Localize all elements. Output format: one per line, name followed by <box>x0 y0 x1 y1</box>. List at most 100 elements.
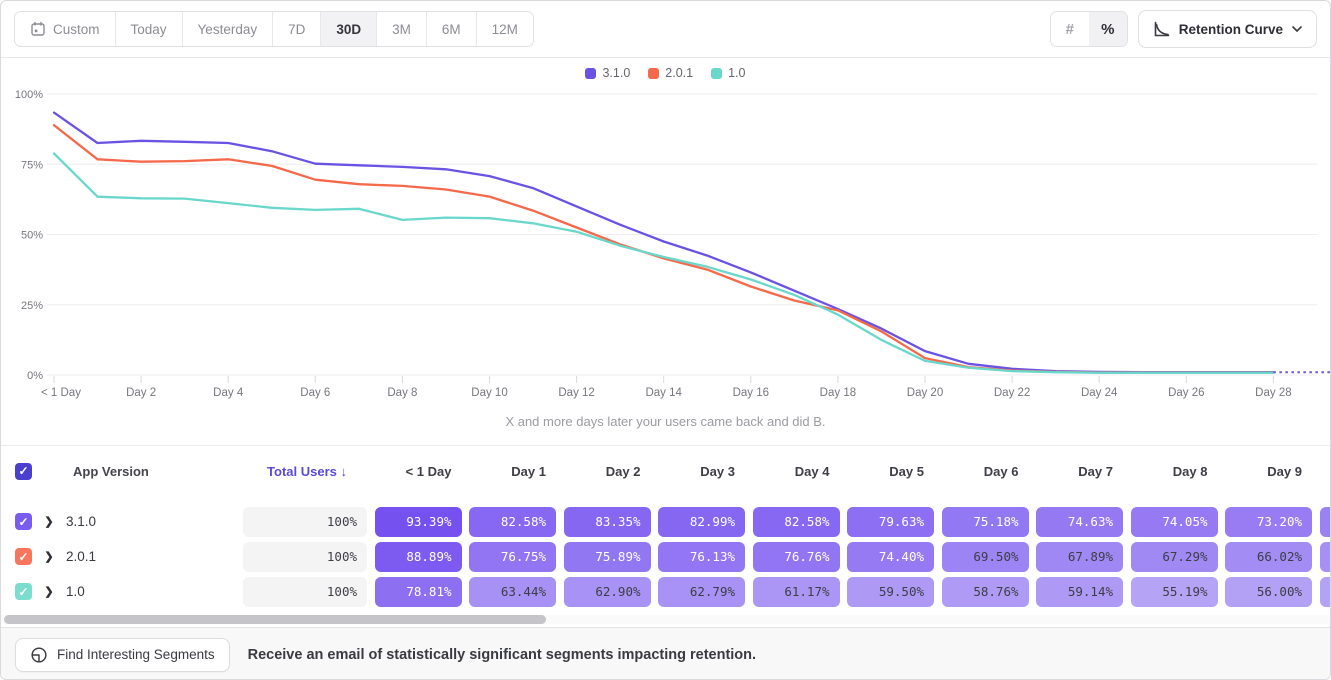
retention-cell: 74.63% <box>1036 506 1123 537</box>
chart-type-label: Retention Curve <box>1178 21 1283 37</box>
column-header-day-2: Day 2 <box>605 463 641 479</box>
retention-cell: 82.58% <box>469 506 556 537</box>
retention-cell: 55.19% <box>1130 576 1218 607</box>
row-checkbox-3.1.0[interactable]: ✓ <box>15 513 32 530</box>
retention-cell: 78.81% <box>374 576 462 607</box>
legend-item-3.1.0: 3.1.0 <box>585 66 630 80</box>
footer-message: Receive an email of statistically signif… <box>247 646 757 663</box>
retention-cell: 62.79% <box>658 576 745 607</box>
retention-cell: 67.29% <box>1130 541 1218 572</box>
date-range-7d[interactable]: 7D <box>273 12 322 46</box>
chart-subtitle: X and more days later your users came ba… <box>505 414 826 429</box>
line-series-3.1.0 <box>52 111 1275 374</box>
total-users-value: 100% <box>243 541 367 572</box>
column-header-day-5: Day 5 <box>889 463 924 479</box>
table-header-row: ✓ App Version Total Users ↓ < 1 Day Day 1… <box>1 446 1330 490</box>
row-label-2.0.1: 2.0.1 <box>66 549 97 564</box>
date-range-label: Custom <box>53 21 100 37</box>
column-header-total-users[interactable]: Total Users ↓ <box>267 463 347 479</box>
row-cells: 93.39% 82.58% 83.35% 82.99% 82.58% 79.63% 75.1… <box>367 506 1330 537</box>
chart-section: 3.1.0 2.0.1 1.0 0% 25% 50% 75% 100% < 1 Day Day … <box>1 58 1330 445</box>
retention-cell-clipped: 71.00% <box>1319 506 1330 537</box>
retention-cell: 93.39% <box>374 506 462 537</box>
y-axis-label: 75% <box>21 159 43 171</box>
date-range-6m[interactable]: 6M <box>426 12 477 46</box>
retention-cell: 63.44% <box>469 576 556 607</box>
row-left-3.1.0: ✓ ❯ 3.1.0 <box>1 513 243 530</box>
row-expand-chevron[interactable]: ❯ <box>44 586 54 598</box>
chart-legend: 3.1.0 2.0.1 1.0 <box>1 66 1330 80</box>
date-range-12m[interactable]: 12M <box>476 12 533 46</box>
column-header-day-9: Day 9 <box>1267 463 1302 479</box>
x-axis-label: Day 20 <box>907 387 943 399</box>
row-expand-chevron[interactable]: ❯ <box>44 551 54 563</box>
date-range-label: Yesterday <box>197 21 258 37</box>
row-expand-chevron[interactable]: ❯ <box>44 516 54 528</box>
x-axis-label: < 1 Day <box>41 387 81 399</box>
retention-curve-icon <box>1154 21 1170 36</box>
retention-cell-clipped: 64.00% <box>1319 541 1330 572</box>
date-range-label: 12M <box>491 21 518 37</box>
x-axis-label: Day 8 <box>387 387 417 399</box>
retention-cell: 76.75% <box>469 541 556 572</box>
format-count-button[interactable]: # <box>1050 12 1089 46</box>
retention-cell: 75.89% <box>563 541 651 572</box>
find-interesting-segments-button[interactable]: Find Interesting Segments <box>15 637 230 672</box>
date-range-label: 7D <box>288 21 306 37</box>
row-checkbox-2.0.1[interactable]: ✓ <box>15 548 32 565</box>
retention-cell: 62.90% <box>563 576 651 607</box>
x-axis-label: Day 26 <box>1168 387 1204 399</box>
retention-cell: 56.00% <box>1225 576 1312 607</box>
column-header-app-version: App Version <box>73 463 149 479</box>
date-range-today[interactable]: Today <box>115 12 183 46</box>
date-range-30d[interactable]: 30D <box>321 12 378 46</box>
column-header-day-8: Day 8 <box>1172 463 1208 479</box>
legend-item-1.0: 1.0 <box>711 66 746 80</box>
table-body: ✓ ❯ 3.1.0 100% 93.39% 82.58% 83.35% 82.99% 82.58… <box>1 490 1330 609</box>
row-left-2.0.1: ✓ ❯ 2.0.1 <box>1 548 243 565</box>
x-axis-label: Day 24 <box>1081 387 1118 399</box>
row-checkbox-1.0[interactable]: ✓ <box>15 583 32 600</box>
chevron-down-icon <box>1292 26 1302 32</box>
date-range-label: 30D <box>336 21 362 37</box>
date-range-custom[interactable]: Custom <box>15 12 116 46</box>
horizontal-scrollbar <box>1 613 1330 627</box>
retention-cell: 75.18% <box>941 506 1029 537</box>
table-row-2.0.1: ✓ ❯ 2.0.1 100% 88.89% 76.75% 75.89% 76.13% 76.76… <box>1 539 1330 574</box>
date-range-selector: Custom Today Yesterday 7D 30D 3M 6M 12M <box>14 11 534 47</box>
retention-cell: 82.58% <box>752 506 840 537</box>
footer-bar: Find Interesting Segments Receive an ema… <box>1 627 1330 679</box>
format-percent-button[interactable]: % <box>1088 12 1127 46</box>
retention-cell: 61.17% <box>752 576 840 607</box>
legend-label: 2.0.1 <box>665 66 694 80</box>
date-range-yesterday[interactable]: Yesterday <box>182 12 274 46</box>
row-left-1.0: ✓ ❯ 1.0 <box>1 583 243 600</box>
x-axis-label: Day 12 <box>558 387 594 399</box>
total-users-value: 100% <box>243 506 367 537</box>
date-range-3m[interactable]: 3M <box>377 12 427 46</box>
chart-type-dropdown[interactable]: Retention Curve <box>1137 10 1317 48</box>
retention-cell: 82.99% <box>658 506 745 537</box>
y-axis-label: 100% <box>15 89 43 101</box>
line-series-2.0.1 <box>52 124 1275 374</box>
row-cells: 88.89% 76.75% 75.89% 76.13% 76.76% 74.40% 69.5… <box>367 541 1330 572</box>
select-all-checkbox[interactable]: ✓ <box>15 462 32 480</box>
retention-cell: 76.76% <box>752 541 840 572</box>
toolbar: Custom Today Yesterday 7D 30D 3M 6M 12M #% Rete… <box>1 1 1330 58</box>
retention-cell: 69.50% <box>941 541 1029 572</box>
row-cells: 78.81% 63.44% 62.90% 62.79% 61.17% 59.50% 58.7… <box>367 576 1330 607</box>
retention-table: ✓ App Version Total Users ↓ < 1 Day Day 1… <box>1 445 1330 609</box>
table-row-3.1.0: ✓ ❯ 3.1.0 100% 93.39% 82.58% 83.35% 82.99% 82.58… <box>1 504 1330 539</box>
scrollbar-thumb[interactable] <box>4 615 546 624</box>
retention-cell: 73.20% <box>1225 506 1312 537</box>
column-header-day-1: Day 1 <box>511 463 546 479</box>
scrollbar-track[interactable] <box>1 615 1330 624</box>
column-header-day-3: Day 3 <box>700 463 735 479</box>
number-format-toggle: #% <box>1049 11 1128 47</box>
legend-label: 3.1.0 <box>602 66 631 80</box>
find-interesting-segments-label: Find Interesting Segments <box>57 647 215 662</box>
x-axis-label: Day 16 <box>733 387 769 399</box>
column-header--1-day: < 1 Day <box>405 463 452 479</box>
retention-cell: 59.14% <box>1036 576 1123 607</box>
